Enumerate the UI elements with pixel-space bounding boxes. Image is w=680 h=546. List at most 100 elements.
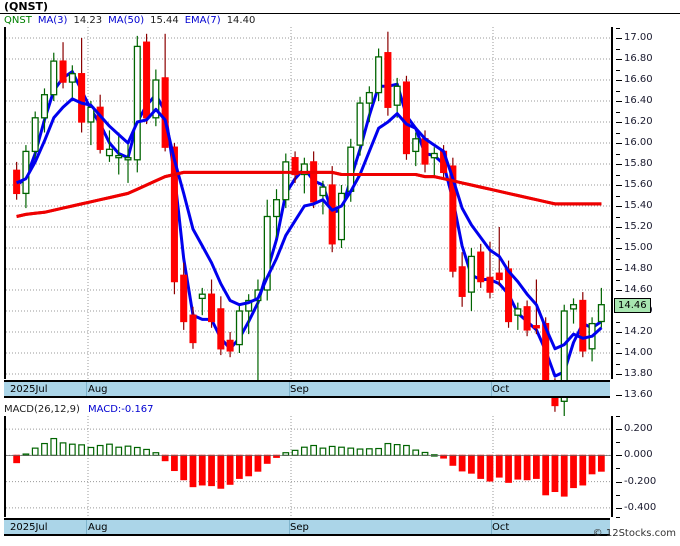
price-minor-tick (616, 174, 620, 176)
price-tick-label: 16.20 (624, 116, 653, 127)
date-axis-label: Aug (88, 384, 108, 395)
price-tick-label: 14.80 (624, 263, 653, 274)
price-tick-mark (616, 101, 622, 102)
price-tick-mark (616, 374, 622, 375)
macd-plot-area (6, 416, 613, 517)
price-tick-mark (616, 122, 622, 123)
price-tick-label: 15.00 (624, 242, 653, 253)
price-tick-label: 16.40 (624, 95, 653, 106)
price-tick-label: 16.80 (624, 53, 653, 64)
price-minor-tick (616, 195, 620, 197)
price-tick-mark (616, 164, 622, 165)
macd-tick-mark (616, 455, 622, 457)
macd-minor-tick (616, 416, 620, 417)
macd-minor-tick (616, 442, 620, 444)
price-minor-tick (616, 237, 620, 239)
price-minor-tick (616, 363, 620, 365)
price-tick-mark (616, 332, 622, 333)
price-tick-mark (616, 395, 622, 396)
price-minor-tick (616, 132, 620, 134)
date-axis-top: 2025Jul Aug Sep Oct (4, 380, 610, 398)
price-tick-label: 17.00 (624, 32, 653, 43)
macd-tick-mark (616, 481, 622, 483)
price-tick-mark (616, 227, 622, 228)
price-minor-tick (616, 321, 620, 323)
price-tick-label: 15.60 (624, 179, 653, 190)
legend-ma50-label: MA(50) (108, 15, 145, 26)
price-chart-panel[interactable] (4, 27, 613, 416)
macd-minor-tick (616, 494, 620, 496)
macd-tick-mark (616, 429, 622, 431)
macd-tick-label: 0.000 (624, 449, 653, 461)
price-minor-tick (616, 48, 620, 50)
macd-axis-labels: 0.200 0.000 -0.200 -0.400 (616, 416, 680, 518)
legend-ema7-label: EMA(7) (184, 15, 221, 26)
date-axis-label: Sep (290, 522, 309, 533)
date-axis-label: Sep (290, 384, 309, 395)
legend-ma3-value: 14.23 (73, 15, 103, 26)
price-tick-mark (616, 143, 622, 144)
date-axis-label: 2025Jul (10, 384, 48, 395)
price-tick-mark (616, 248, 622, 249)
date-band-divider (289, 520, 290, 534)
price-minor-tick (616, 111, 620, 113)
current-price-marker: 14.46 (614, 297, 651, 313)
price-tick-label: 15.20 (624, 221, 653, 232)
price-tick-label: 15.80 (624, 158, 653, 169)
price-plot-area (6, 27, 613, 416)
price-minor-tick (616, 216, 620, 218)
price-tick-mark (616, 59, 622, 60)
macd-indicator-label: MACD(26,12,9) (4, 404, 80, 415)
price-tick-mark (616, 80, 622, 81)
price-tick-mark (616, 38, 622, 39)
price-tick-label: 14.00 (624, 347, 653, 358)
legend-symbol: QNST (4, 15, 32, 26)
date-band-divider (491, 382, 492, 396)
date-axis-bottom: 2025Jul Aug Sep Oct (4, 518, 610, 536)
date-band-divider (86, 520, 87, 534)
legend-ma3-label: MA(3) (37, 15, 68, 26)
price-tick-label: 13.80 (624, 368, 653, 379)
price-minor-tick (616, 90, 620, 92)
macd-tick-label: -0.400 (624, 501, 657, 513)
macd-chart-panel[interactable] (4, 416, 613, 517)
legend-ema7-value: 14.40 (226, 15, 256, 26)
date-axis-label: Aug (88, 522, 108, 533)
price-tick-mark (616, 353, 622, 354)
date-band-divider (289, 382, 290, 396)
price-minor-tick (616, 342, 620, 344)
macd-minor-tick (616, 517, 620, 518)
price-tick-mark (616, 290, 622, 291)
price-tick-label: 14.60 (624, 284, 653, 295)
price-tick-mark (616, 206, 622, 207)
macd-legend: MACD(26,12,9) MACD:-0.167 (4, 404, 162, 416)
macd-minor-tick (616, 468, 620, 470)
legend-ma50-value: 15.44 (150, 15, 179, 26)
window-title: (QNST) (4, 0, 49, 13)
price-tick-label: 14.20 (624, 326, 653, 337)
macd-tick-label: 0.200 (624, 423, 653, 435)
price-legend: QNST MA(3) 14.23 MA(50) 15.44 EMA(7) 14.40 (4, 15, 261, 27)
price-tick-label: 16.60 (624, 74, 653, 85)
price-axis-labels: 17.00 16.80 16.60 16.40 16.20 16.00 15.80 15.60… (616, 27, 680, 400)
price-minor-tick (616, 153, 620, 155)
footer-credit: © 12Stocks.com (592, 528, 676, 539)
price-tick-label: 15.40 (624, 200, 653, 211)
date-band-divider (491, 520, 492, 534)
price-tick-mark (616, 269, 622, 270)
date-axis-label: 2025Jul (10, 522, 48, 533)
macd-tick-mark (616, 507, 622, 509)
date-axis-label: Oct (492, 522, 510, 533)
macd-tick-label: -0.200 (624, 475, 657, 487)
date-band-divider (86, 382, 87, 396)
price-minor-tick (616, 258, 620, 260)
price-tick-label: 16.00 (624, 137, 653, 148)
price-minor-tick (616, 69, 620, 71)
title-divider (0, 13, 680, 14)
price-minor-tick (616, 27, 620, 29)
macd-value-label: MACD:-0.167 (87, 404, 154, 415)
price-tick-label: 13.60 (624, 389, 653, 400)
price-minor-tick (616, 279, 620, 281)
price-tick-mark (616, 185, 622, 186)
